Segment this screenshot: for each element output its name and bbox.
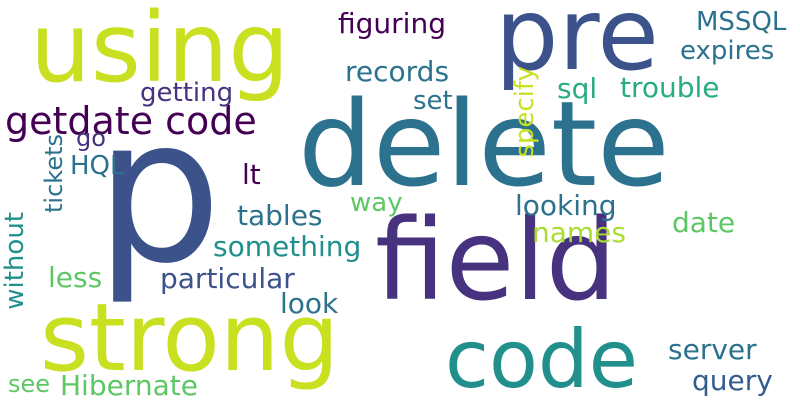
- word-tables: tables: [237, 199, 323, 232]
- word-way: way: [350, 188, 403, 218]
- word-hibernate: Hibernate: [60, 369, 198, 400]
- word-server: server: [668, 333, 757, 366]
- word-sql: sql: [557, 72, 598, 105]
- word-see: see: [8, 370, 51, 398]
- word-using: using: [30, 0, 290, 104]
- word-tickets: tickets: [40, 134, 68, 213]
- word-something: something: [213, 230, 362, 263]
- word-query: query: [692, 364, 773, 397]
- word-trouble: trouble: [620, 71, 720, 104]
- word-lt: lt: [242, 158, 261, 191]
- word-set: set: [413, 86, 453, 116]
- word-figuring: figuring: [338, 7, 446, 40]
- word-particular: particular: [160, 262, 295, 295]
- word-without: without: [0, 212, 30, 310]
- word-getting: getting: [140, 78, 234, 108]
- word-code: code: [445, 313, 638, 400]
- word-pre: pre: [495, 0, 659, 93]
- word-getdate-code: getdate code: [5, 99, 257, 143]
- word-field: field: [375, 196, 617, 326]
- word-look: look: [280, 287, 339, 320]
- word-date: date: [672, 206, 736, 239]
- word-looking: looking: [515, 189, 617, 222]
- word-expires: expires: [680, 36, 775, 66]
- word-p: p: [95, 75, 222, 308]
- word-specify: specify: [510, 66, 540, 158]
- word-go: go: [76, 124, 106, 152]
- word-records: records: [345, 55, 450, 88]
- word-names: names: [532, 216, 626, 249]
- word-mssql: MSSQL: [696, 7, 787, 37]
- word-less: less: [48, 261, 103, 294]
- word-strong: strong: [40, 284, 340, 393]
- word-delete: delete: [298, 75, 670, 213]
- word-hql: HQL: [70, 151, 125, 181]
